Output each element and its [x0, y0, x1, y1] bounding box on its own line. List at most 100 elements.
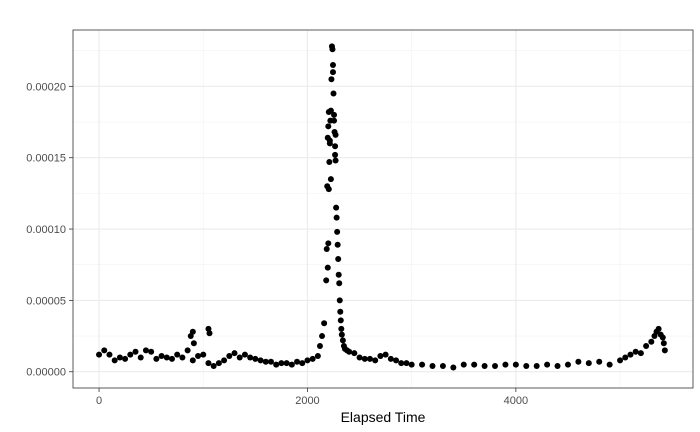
- grid-lines: [73, 30, 693, 388]
- data-point: [331, 117, 338, 124]
- data-point: [309, 355, 316, 362]
- data-point: [323, 277, 330, 284]
- y-tick-label: 0.00000: [26, 367, 66, 379]
- data-point: [327, 176, 334, 183]
- data-point: [299, 360, 306, 367]
- data-point: [372, 357, 379, 364]
- data-point: [502, 361, 509, 368]
- data-point: [142, 347, 149, 354]
- data-point: [439, 363, 446, 370]
- data-point: [655, 325, 662, 332]
- data-point: [101, 347, 108, 354]
- data-point: [335, 271, 342, 278]
- data-point: [236, 354, 243, 361]
- data-point: [226, 353, 233, 360]
- data-point: [148, 348, 155, 355]
- data-point: [643, 343, 650, 350]
- data-point: [471, 361, 478, 368]
- data-point: [336, 297, 343, 304]
- data-point: [179, 354, 186, 361]
- data-point: [122, 355, 129, 362]
- data-point: [523, 363, 530, 370]
- data-point: [366, 355, 373, 362]
- data-point: [338, 331, 345, 338]
- data-point: [189, 357, 196, 364]
- data-point: [627, 351, 634, 358]
- data-point: [325, 240, 332, 247]
- data-point: [330, 90, 337, 97]
- data-point: [617, 357, 624, 364]
- data-point: [554, 363, 561, 370]
- data-point: [324, 183, 331, 190]
- data-point: [333, 214, 340, 221]
- data-point: [210, 363, 217, 370]
- data-point: [333, 204, 340, 211]
- data-point: [283, 360, 290, 367]
- x-tick-label: 2000: [295, 395, 319, 407]
- data-point: [334, 241, 341, 248]
- data-point: [163, 354, 170, 361]
- data-point: [116, 354, 123, 361]
- data-point: [273, 361, 280, 368]
- data-point: [326, 137, 333, 144]
- data-point: [332, 143, 339, 150]
- data-point: [158, 353, 165, 360]
- data-point: [137, 354, 144, 361]
- data-point: [294, 358, 301, 365]
- data-point: [321, 320, 328, 327]
- data-point: [247, 354, 254, 361]
- data-point: [336, 280, 343, 287]
- data-point: [429, 363, 436, 370]
- data-point: [328, 76, 335, 83]
- data-point: [361, 355, 368, 362]
- data-point: [334, 228, 341, 235]
- data-point: [215, 360, 222, 367]
- data-point: [408, 361, 415, 368]
- data-point: [314, 353, 321, 360]
- data-point: [206, 330, 213, 337]
- data-points: [96, 43, 668, 371]
- data-point: [533, 363, 540, 370]
- data-point: [544, 361, 551, 368]
- data-point: [622, 354, 629, 361]
- x-axis-title: Elapsed Time: [341, 409, 426, 425]
- data-point: [331, 111, 338, 118]
- panel-border: [72, 29, 694, 389]
- data-point: [387, 355, 394, 362]
- data-point: [450, 364, 457, 371]
- data-point: [323, 246, 330, 253]
- data-point: [195, 353, 202, 360]
- data-point: [337, 317, 344, 324]
- data-point: [184, 347, 191, 354]
- data-point: [252, 355, 259, 362]
- data-point: [304, 357, 311, 364]
- data-point: [356, 354, 363, 361]
- data-point: [190, 340, 197, 347]
- data-point: [200, 351, 207, 358]
- data-point: [606, 361, 613, 368]
- data-point: [267, 358, 274, 365]
- data-point: [241, 351, 248, 358]
- data-point: [325, 109, 332, 116]
- data-point: [278, 360, 285, 367]
- data-point: [153, 355, 160, 362]
- y-tick-label: 0.00005: [26, 295, 66, 307]
- data-point: [351, 350, 358, 357]
- data-point: [575, 358, 582, 365]
- data-point: [377, 353, 384, 360]
- y-tick-label: 0.00015: [26, 153, 66, 165]
- data-point: [585, 360, 592, 367]
- x-tick-label: 4000: [504, 395, 528, 407]
- data-point: [189, 328, 196, 335]
- data-point: [96, 351, 103, 358]
- data-point: [325, 123, 332, 130]
- data-point: [637, 350, 644, 357]
- data-point: [660, 340, 667, 347]
- data-point: [596, 358, 603, 365]
- data-point: [403, 360, 410, 367]
- data-point: [168, 355, 175, 362]
- data-point: [132, 348, 139, 355]
- x-tick-label: 0: [96, 395, 102, 407]
- data-point: [398, 360, 405, 367]
- data-point: [335, 256, 342, 263]
